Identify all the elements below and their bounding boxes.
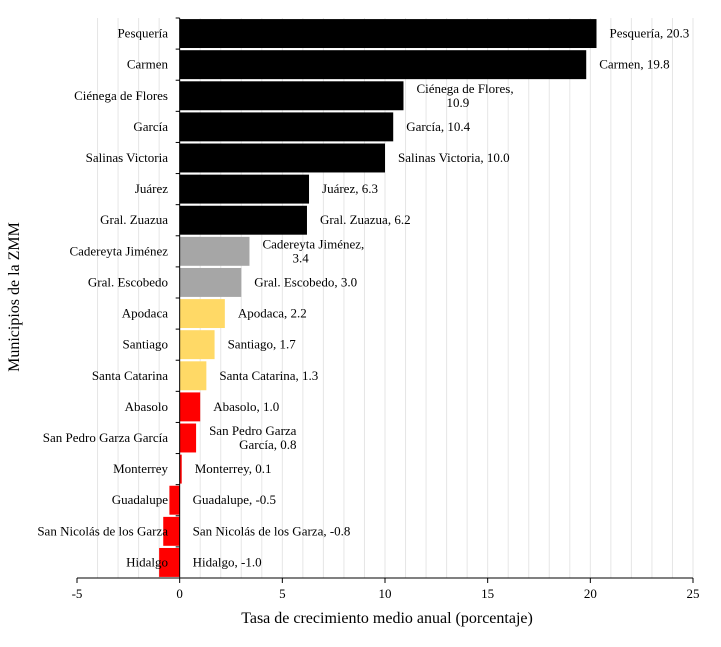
bar bbox=[159, 547, 180, 577]
category-label: Gral. Zuazua bbox=[100, 212, 168, 227]
bar bbox=[179, 143, 385, 173]
data-label-line: Gral. Zuazua, 6.2 bbox=[320, 212, 411, 227]
data-label-line: Abasolo, 1.0 bbox=[213, 399, 279, 414]
data-label: Gral. Zuazua, 6.2 bbox=[320, 212, 411, 227]
data-label-line: Pesquería, 20.3 bbox=[609, 26, 689, 41]
data-label-line: Monterrey, 0.1 bbox=[195, 461, 272, 476]
data-label: Abasolo, 1.0 bbox=[213, 399, 279, 414]
x-axis-ticks: -5 0 5 10 15 20 25 bbox=[72, 578, 700, 601]
data-label-line: San Pedro Garza bbox=[209, 423, 297, 438]
bar bbox=[179, 81, 404, 111]
bar bbox=[179, 19, 597, 49]
bar bbox=[179, 267, 242, 297]
data-label-line: Apodaca, 2.2 bbox=[238, 306, 307, 321]
bars bbox=[159, 19, 597, 577]
category-label: Salinas Victoria bbox=[86, 150, 169, 165]
data-label: García, 10.4 bbox=[406, 119, 470, 134]
data-label-line: 3.4 bbox=[292, 250, 309, 265]
data-label-line: Ciénega de Flores, bbox=[416, 81, 513, 96]
x-tick-label: 25 bbox=[687, 586, 700, 601]
data-labels: Pesquería, 20.3 Carmen, 19.8 Ciénega de Fl… bbox=[193, 26, 690, 570]
category-label: San Pedro Garza García bbox=[43, 430, 168, 445]
data-label: Juárez, 6.3 bbox=[322, 181, 378, 196]
data-label-line: San Nicolás de los Garza, -0.8 bbox=[193, 523, 351, 538]
bar bbox=[179, 299, 225, 329]
x-tick-label: 15 bbox=[481, 586, 494, 601]
y-axis-title: Municipios de la ZMM bbox=[6, 222, 23, 372]
category-label: San Nicolás de los Garza bbox=[37, 523, 168, 538]
data-label: San Pedro Garza García, 0.8 bbox=[209, 423, 297, 452]
data-label-line: Santiago, 1.7 bbox=[228, 337, 297, 352]
data-label: Santa Catarina, 1.3 bbox=[219, 368, 318, 383]
x-tick-label: 20 bbox=[584, 586, 597, 601]
category-label: Cadereyta Jiménez bbox=[69, 243, 168, 258]
data-label: Monterrey, 0.1 bbox=[195, 461, 272, 476]
bar bbox=[179, 205, 307, 235]
data-label: Cadereyta Jiménez, 3.4 bbox=[262, 236, 364, 265]
category-label: García bbox=[133, 119, 168, 134]
bar bbox=[179, 330, 215, 360]
bar bbox=[179, 112, 394, 142]
category-label: Hidalgo bbox=[126, 554, 168, 569]
data-label: Apodaca, 2.2 bbox=[238, 306, 307, 321]
data-label-line: García, 0.8 bbox=[239, 437, 296, 452]
category-label: Apodaca bbox=[122, 306, 168, 321]
data-label-line: Santa Catarina, 1.3 bbox=[219, 368, 318, 383]
data-label-line: Carmen, 19.8 bbox=[599, 57, 669, 72]
x-tick-label: 10 bbox=[379, 586, 392, 601]
gridlines bbox=[97, 18, 694, 578]
category-label: Monterrey bbox=[113, 461, 168, 476]
y-axis-ticks bbox=[175, 17, 180, 579]
data-label-line: Gral. Escobedo, 3.0 bbox=[254, 274, 357, 289]
data-label-line: García, 10.4 bbox=[406, 119, 470, 134]
bar bbox=[179, 174, 310, 204]
bar bbox=[179, 392, 201, 422]
category-labels: Pesquería Carmen Ciénega de Flores García Sa… bbox=[37, 26, 168, 570]
x-tick-label: -5 bbox=[72, 586, 83, 601]
data-label: Hidalgo, -1.0 bbox=[193, 554, 262, 569]
category-label: Juárez bbox=[135, 181, 168, 196]
bar bbox=[179, 423, 197, 453]
bar bbox=[179, 50, 587, 80]
data-label: Carmen, 19.8 bbox=[599, 57, 669, 72]
data-label: Santiago, 1.7 bbox=[228, 337, 297, 352]
bar bbox=[163, 516, 180, 546]
bar bbox=[179, 361, 207, 391]
bar bbox=[179, 236, 250, 266]
data-label: Guadalupe, -0.5 bbox=[193, 492, 276, 507]
data-label: Salinas Victoria, 10.0 bbox=[398, 150, 510, 165]
data-label: Pesquería, 20.3 bbox=[609, 26, 689, 41]
data-label-line: Hidalgo, -1.0 bbox=[193, 554, 262, 569]
bar bbox=[179, 454, 182, 484]
data-label-line: 10.9 bbox=[446, 95, 469, 110]
category-label: Abasolo bbox=[125, 399, 168, 414]
x-tick-label: 5 bbox=[279, 586, 286, 601]
category-label: Santiago bbox=[123, 337, 169, 352]
data-label: Gral. Escobedo, 3.0 bbox=[254, 274, 357, 289]
x-tick-label: 0 bbox=[176, 586, 183, 601]
data-label-line: Salinas Victoria, 10.0 bbox=[398, 150, 510, 165]
x-axis-title: Tasa de crecimiento medio anual (porcent… bbox=[241, 610, 533, 627]
category-label: Guadalupe bbox=[112, 492, 169, 507]
category-label: Ciénega de Flores bbox=[74, 88, 168, 103]
data-label-line: Cadereyta Jiménez, bbox=[262, 236, 364, 251]
bar bbox=[169, 485, 180, 515]
category-label: Gral. Escobedo bbox=[88, 274, 168, 289]
data-label-line: Guadalupe, -0.5 bbox=[193, 492, 276, 507]
category-label: Santa Catarina bbox=[92, 368, 168, 383]
category-label: Pesquería bbox=[117, 26, 168, 41]
data-label: Ciénega de Flores, 10.9 bbox=[416, 81, 513, 110]
data-label: San Nicolás de los Garza, -0.8 bbox=[193, 523, 351, 538]
data-label-line: Juárez, 6.3 bbox=[322, 181, 378, 196]
category-label: Carmen bbox=[127, 57, 169, 72]
